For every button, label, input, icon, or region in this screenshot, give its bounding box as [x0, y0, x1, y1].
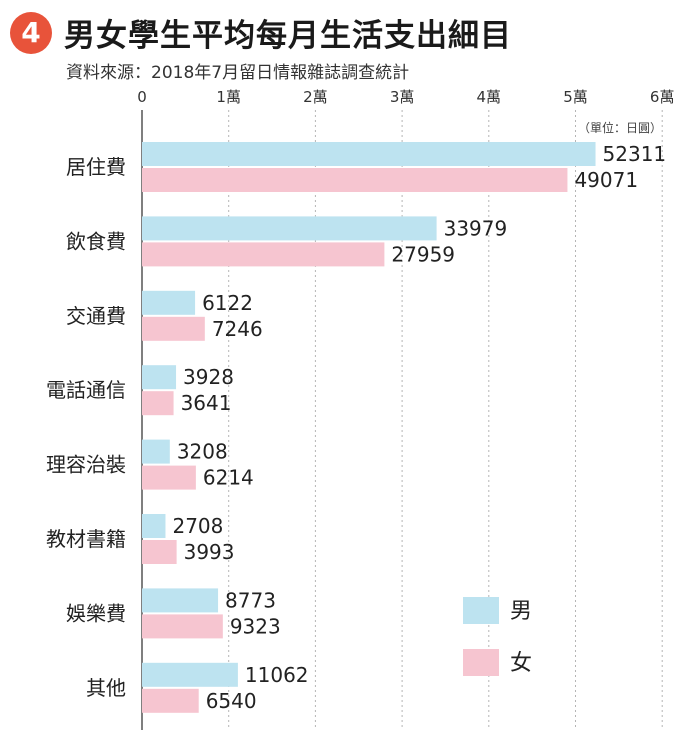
legend-swatch-male	[463, 597, 499, 624]
category-label-5: 教材書籍	[46, 527, 126, 551]
figure-number-badge: 4	[10, 12, 52, 54]
bar-female-1	[142, 242, 385, 267]
x-tick-label-4: 4萬	[477, 88, 502, 106]
category-label-1: 飲食費	[66, 229, 126, 253]
x-tick-label-6: 6萬	[650, 88, 675, 106]
value-label-female-0: 49071	[574, 168, 638, 192]
x-tick-label-5: 5萬	[563, 88, 588, 106]
bar-male-0	[142, 142, 596, 166]
bar-male-1	[142, 216, 437, 241]
value-label-male-2: 6122	[202, 291, 253, 315]
x-tick-label-1: 1萬	[216, 88, 241, 106]
bar-male-4	[142, 439, 170, 464]
legend-label-male: 男	[510, 599, 532, 624]
value-label-female-4: 6214	[203, 466, 254, 490]
legend-swatch-female	[463, 649, 499, 676]
value-label-male-7: 11062	[245, 663, 309, 687]
x-tick-label-0: 0	[137, 88, 147, 106]
value-label-female-5: 3993	[184, 540, 235, 564]
value-label-male-3: 3928	[183, 365, 234, 389]
category-label-2: 交通費	[66, 304, 126, 328]
value-label-female-3: 3641	[181, 391, 232, 415]
value-label-female-1: 27959	[391, 242, 455, 266]
value-label-female-7: 6540	[206, 689, 257, 713]
value-label-male-5: 2708	[172, 514, 223, 538]
bar-male-2	[142, 290, 196, 315]
bar-female-3	[142, 391, 174, 416]
category-label-0: 居住費	[66, 155, 126, 179]
x-tick-label-2: 2萬	[303, 88, 328, 106]
value-label-female-2: 7246	[212, 317, 263, 341]
chart-source: 資料來源：2018年7月留日情報雜誌調查統計	[66, 63, 410, 83]
category-label-4: 理容治裝	[46, 453, 126, 477]
bar-male-6	[142, 588, 219, 613]
value-label-male-0: 52311	[603, 142, 667, 166]
unit-label: （單位：日圓）	[578, 120, 662, 135]
value-label-male-4: 3208	[177, 440, 228, 464]
category-label-3: 電話通信	[46, 378, 126, 402]
chart-title: 男女學生平均每月生活支出細目	[64, 18, 512, 54]
bar-male-5	[142, 514, 166, 538]
bar-female-5	[142, 540, 177, 564]
bar-male-3	[142, 365, 177, 390]
bar-female-4	[142, 465, 196, 490]
category-label-6: 娛樂費	[66, 601, 126, 625]
value-label-female-6: 9323	[230, 614, 281, 638]
category-label-7: 其他	[86, 676, 126, 700]
legend-label-female: 女	[510, 651, 532, 676]
bar-female-0	[142, 168, 568, 192]
value-label-male-1: 33979	[444, 216, 508, 240]
chart-header: 4 男女學生平均每月生活支出細目 資料來源：2018年7月留日情報雜誌調查統計	[0, 0, 700, 90]
bar-female-6	[142, 614, 223, 639]
bar-male-7	[142, 662, 238, 687]
x-tick-label-3: 3萬	[390, 88, 415, 106]
bar-female-7	[142, 688, 199, 713]
bar-female-2	[142, 316, 205, 341]
value-label-male-6: 8773	[225, 588, 276, 612]
